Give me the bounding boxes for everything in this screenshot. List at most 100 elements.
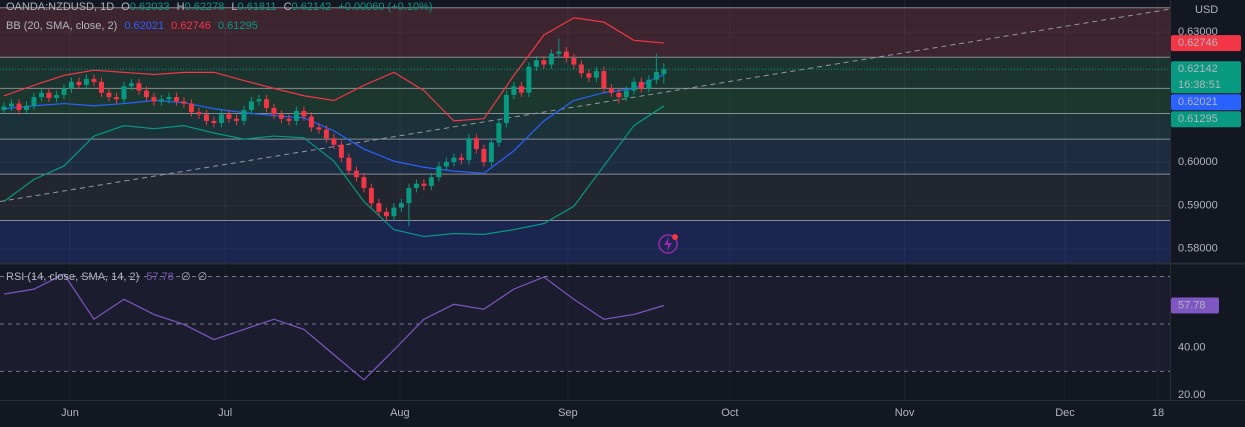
candle-body [466, 138, 472, 160]
symbol-legend: OANDA:NZDUSD, 1D O0.62033 H0.62278 L0.61… [6, 1, 437, 13]
candle-body [271, 107, 277, 115]
candle-body [473, 138, 479, 150]
symbol[interactable]: OANDA:NZDUSD, 1D [6, 1, 115, 13]
candle-body [151, 97, 157, 102]
candle-body [91, 78, 97, 82]
rsi-extra: ∅ [180, 271, 191, 283]
y-tick-label: 0.60000 [1178, 156, 1218, 168]
bollinger-line [3, 105, 665, 238]
candle-body [233, 118, 239, 121]
axis-unit: USD [1195, 4, 1218, 16]
candle-body [436, 166, 442, 178]
candle-body [526, 66, 532, 93]
candle-body [121, 86, 127, 100]
bb-readout: 0.62021 [124, 20, 165, 32]
candle-body [458, 157, 464, 160]
icon-dot [672, 234, 678, 240]
ohlc-key: H [176, 1, 185, 13]
candle-body [503, 94, 509, 124]
candle-body [661, 69, 667, 74]
ohlc-value: 0.62033 [129, 1, 170, 13]
candle-body [128, 83, 134, 87]
candle-body [608, 88, 614, 93]
candle-body [616, 92, 622, 98]
level-zone [0, 113, 1170, 140]
candle-body [143, 90, 149, 98]
candle-body [623, 90, 629, 98]
candle-body [166, 97, 172, 100]
candle-body [196, 112, 202, 115]
candle-body [563, 51, 569, 59]
candle-body [578, 64, 584, 74]
candle-body [278, 114, 284, 119]
main-pane [0, 7, 1170, 263]
candle-body [353, 170, 359, 178]
candle-body [451, 157, 457, 163]
candle-body [68, 81, 74, 89]
candle-body [218, 114, 224, 124]
candle-body [443, 162, 449, 167]
candle-body [98, 81, 104, 93]
level-zone [0, 174, 1170, 221]
candle-body [398, 203, 404, 208]
candle-body [226, 114, 232, 119]
ohlc-key: C [283, 1, 292, 13]
candle-body [421, 183, 427, 186]
price-label: 0.62746 [1178, 37, 1218, 49]
candle-body [488, 142, 494, 163]
candle-body [308, 116, 314, 128]
candle-body [548, 53, 554, 65]
candle-body [301, 110, 307, 117]
rsi-label[interactable]: RSI (14, close, SMA, 14, 2) [6, 271, 140, 283]
rsi-label-bg [1171, 297, 1219, 314]
bb-readout: 0.61295 [217, 20, 258, 32]
rsi-readout: 57.78 [146, 271, 174, 283]
rsi-legend: RSI (14, close, SMA, 14, 2) 57.78 ∅ ∅ [6, 270, 211, 283]
candle-body [533, 60, 539, 67]
candle-body [541, 60, 547, 65]
candle-body [481, 149, 487, 163]
candle-body [316, 127, 322, 130]
candle-body [376, 203, 382, 212]
candle-body [158, 99, 164, 102]
rsi-label: 57.78 [1178, 299, 1206, 311]
level-zone [0, 7, 1170, 58]
candle-body [181, 101, 187, 104]
alert-icon[interactable] [658, 234, 678, 254]
candle-body [16, 103, 22, 111]
icon-ring [658, 234, 678, 254]
ohlc-key: L [231, 1, 238, 13]
candle-body [188, 103, 194, 113]
candle-body [76, 81, 82, 85]
price-label-bg [1171, 94, 1241, 111]
candle-body [571, 58, 577, 65]
candle-body [293, 110, 299, 121]
indicator-label[interactable]: BB (20, SMA, close, 2) [6, 20, 118, 32]
candle-body [23, 105, 29, 111]
bb-readout: 0.62746 [171, 20, 211, 32]
candle-body [368, 188, 374, 204]
candle-body [83, 78, 89, 85]
icon-bolt [664, 237, 672, 251]
candle-body [136, 83, 142, 91]
price-label-bg [1171, 35, 1241, 52]
candle-body [323, 129, 329, 139]
price-label-bg [1171, 111, 1241, 128]
price-label-bg [1171, 61, 1241, 94]
y-tick-label: 0.59000 [1178, 199, 1218, 211]
x-tick-label: Sep [558, 407, 578, 419]
price-label: 0.62021 [1178, 96, 1218, 108]
ohlc-value: 0.62278 [184, 1, 225, 13]
y-tick-label: 0.63000 [1178, 26, 1218, 38]
candle-body [338, 144, 344, 158]
level-zone [0, 220, 1170, 263]
ohlc-key: O [121, 1, 130, 13]
change: +0.00060 (+0.10%) [338, 1, 433, 13]
candle-body [1, 106, 7, 111]
candle-body [286, 118, 292, 121]
y-tick-label: 40.00 [1178, 342, 1206, 354]
candle-body [53, 94, 59, 98]
candle-body [256, 99, 262, 102]
